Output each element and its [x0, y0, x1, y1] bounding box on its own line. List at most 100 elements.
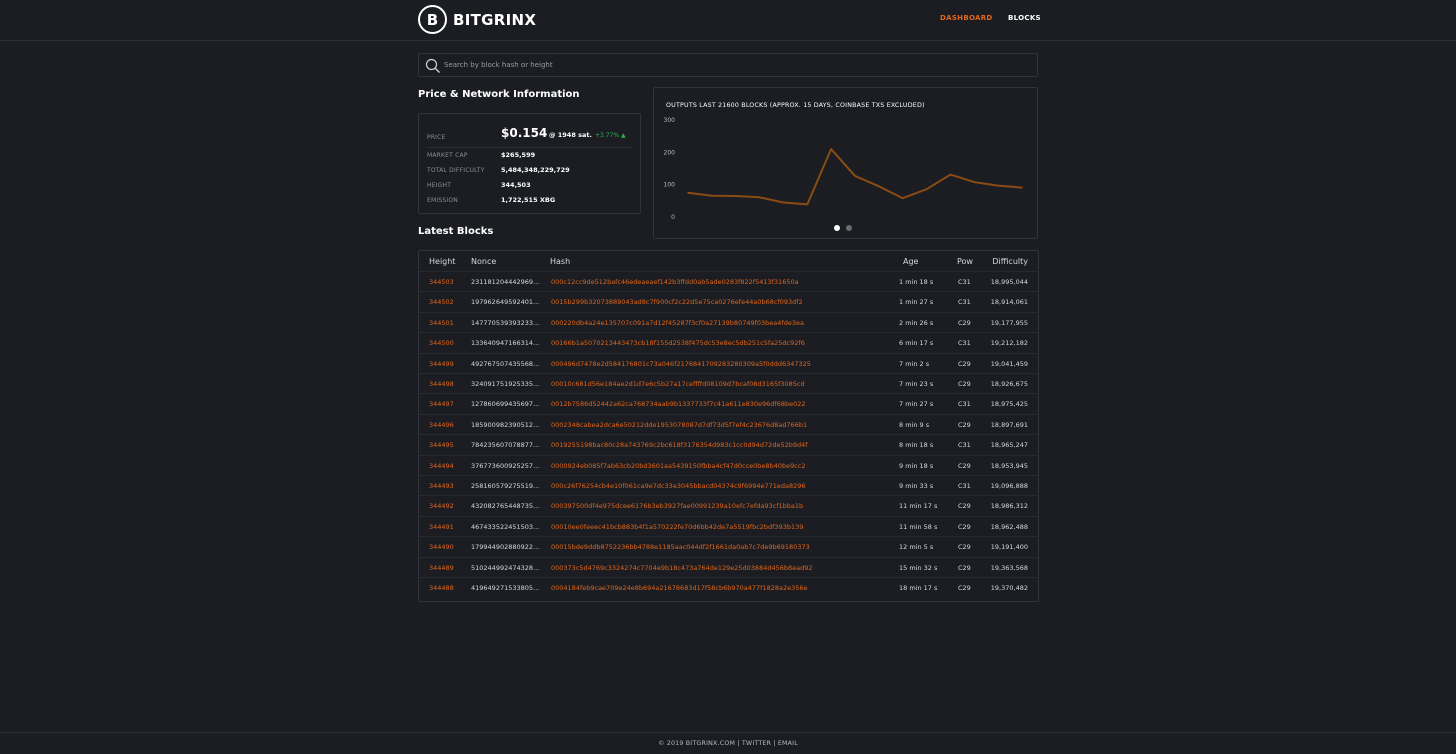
block-nonce: 324091751925335...	[471, 380, 540, 388]
block-hash-link[interactable]: 00010ee0feeec41bcb883b4f1a570222fe70d6bb…	[551, 522, 804, 531]
block-hash-link[interactable]: 00010c681d56e184ae2d1d7e6c5b27a17ceffffd…	[551, 380, 805, 388]
block-height-link[interactable]: 344496	[429, 420, 454, 429]
search-input[interactable]	[444, 54, 1024, 76]
block-age: 9 min 18 s	[899, 461, 934, 470]
block-height-link[interactable]: 344502	[429, 298, 454, 307]
height-row: HEIGHT 344,503	[427, 180, 633, 192]
block-height-link[interactable]: 344501	[429, 318, 454, 327]
block-height-link[interactable]: 344488	[429, 584, 454, 592]
data-point	[901, 197, 904, 200]
block-height-link[interactable]: 344497	[429, 400, 454, 409]
block-nonce: 133640947166314...	[471, 339, 540, 348]
block-age: 9 min 33 s	[899, 482, 934, 490]
table-row[interactable]: 344502 197962649592401... 0015b299b3207388…	[419, 291, 1038, 311]
market-cap-label: MARKET CAP	[427, 152, 468, 159]
table-row[interactable]: 344490 179944902880922... 00015bde9ddb8752…	[419, 536, 1038, 556]
block-difficulty: 19,191,400	[990, 543, 1028, 552]
block-height-link[interactable]: 344490	[429, 543, 454, 552]
search-bar[interactable]	[418, 53, 1038, 77]
block-pow: C31	[958, 482, 971, 490]
table-row[interactable]: 344493 258160579275519... 000c26f76254cb4e…	[419, 475, 1038, 495]
carousel-dot[interactable]	[846, 225, 852, 231]
emission-label: EMISSION	[427, 197, 458, 204]
block-height-link[interactable]: 344500	[429, 339, 454, 348]
table-row[interactable]: 344491 467433522451503... 00010ee0feeec41b…	[419, 515, 1038, 536]
col-header-nonce: Nonce	[471, 257, 497, 266]
block-difficulty: 18,962,488	[990, 522, 1028, 531]
table-row[interactable]: 344495 784235607078877... 0019255198bac80c…	[419, 434, 1038, 454]
block-age: 1 min 27 s	[899, 298, 934, 307]
block-age: 6 min 17 s	[899, 339, 934, 348]
market-cap-value: $265,599	[501, 151, 536, 159]
block-height-link[interactable]: 344492	[429, 502, 454, 511]
y-tick-label: 0	[671, 214, 675, 221]
block-hash-link[interactable]: 000c12cc9de512bafc46edeaeaef142b3ffdd0ab…	[551, 278, 799, 286]
block-hash-link[interactable]: 000397500df4e975dcee6176b3eb3927fae00991…	[551, 502, 804, 511]
block-age: 8 min 18 s	[899, 441, 934, 450]
y-tick-label: 200	[664, 149, 676, 156]
block-hash-link[interactable]: 0019255198bac80c28a743769c2bc618f3176354…	[551, 441, 808, 450]
col-header-height: Height	[429, 257, 456, 266]
block-age: 1 min 18 s	[899, 278, 934, 286]
col-header-hash: Hash	[550, 257, 571, 266]
data-point	[1021, 186, 1023, 189]
table-row[interactable]: 344492 432082765448735... 000397500df4e975…	[419, 495, 1038, 515]
block-nonce: 127860699435697...	[471, 400, 540, 409]
block-height-link[interactable]: 344491	[429, 522, 454, 531]
block-difficulty: 19,041,459	[990, 359, 1028, 368]
table-row[interactable]: 344499 492767507435568... 000496d7478e2d58…	[419, 352, 1038, 373]
block-hash-link[interactable]: 000373c5d4769c3324274c7704e9b18c473a764d…	[551, 563, 813, 572]
block-height-link[interactable]: 344495	[429, 441, 454, 450]
block-age: 8 min 9 s	[899, 420, 930, 429]
block-hash-link[interactable]: 0000924eb085f7ab63cb20bd3601aa5439150fbb…	[551, 461, 806, 470]
footer-text: © 2019 BITGRINX.COM | TWITTER | EMAIL	[658, 740, 798, 747]
table-row[interactable]: 344503 231181204442969... 000c12cc9de512ba…	[419, 271, 1038, 291]
logo-icon: B	[418, 5, 447, 34]
table-row[interactable]: 344494 376773600925257... 0000924eb085f7ab…	[419, 454, 1038, 475]
search-icon	[425, 58, 440, 73]
block-hash-link[interactable]: 00166b1a5070213443473cb18f155d2538f475dc…	[551, 339, 805, 348]
block-hash-link[interactable]: 000220db4a24e135707c091a7d12f45287f3cf0a…	[551, 318, 804, 327]
emission-row: EMISSION 1,722,515 XBG	[427, 195, 633, 207]
carousel-dot-active[interactable]	[834, 225, 840, 231]
block-nonce: 258160579275519...	[471, 482, 540, 490]
block-hash-link[interactable]: 0015b299b32073889043ad8c7f900cf2c22d5e75…	[551, 298, 803, 307]
block-nonce: 231181204442969...	[471, 278, 540, 286]
table-row[interactable]: 344496 185900982390512... 0002348cabea2dca…	[419, 413, 1038, 434]
block-pow: C29	[958, 461, 971, 470]
block-age: 15 min 32 s	[899, 563, 938, 572]
brand-logo[interactable]: B BITGRINX	[418, 5, 536, 34]
table-row[interactable]: 344498 324091751925335... 00010c681d56e184…	[419, 373, 1038, 393]
block-height-link[interactable]: 344503	[429, 278, 454, 286]
block-hash-link[interactable]: 0012b7586d52442a62ca768734aab9b1337733f7…	[551, 400, 806, 409]
height-label: HEIGHT	[427, 182, 452, 189]
col-header-age: Age	[903, 257, 919, 266]
block-height-link[interactable]: 344489	[429, 563, 454, 572]
table-row[interactable]: 344501 147770539393233... 000220db4a24e135…	[419, 311, 1038, 332]
block-difficulty: 19,096,888	[990, 482, 1028, 490]
block-pow: C29	[958, 522, 971, 531]
market-cap-row: MARKET CAP $265,599	[427, 150, 633, 162]
data-point	[711, 194, 713, 197]
block-height-link[interactable]: 344498	[429, 380, 454, 388]
block-height-link[interactable]: 344494	[429, 461, 454, 470]
block-nonce: 376773600925257...	[471, 461, 540, 470]
block-hash-link[interactable]: 0004184feb9cae709e24e8b694a21678683d17f5…	[551, 584, 808, 592]
series-line	[687, 148, 1023, 206]
data-point	[925, 188, 928, 190]
nav-dashboard-link[interactable]: DASHBOARD	[940, 14, 993, 22]
table-row[interactable]: 344488 419649271533805... 0004184feb9cae70…	[419, 577, 1038, 597]
nav-blocks-link[interactable]: BLOCKS	[1008, 14, 1041, 22]
block-hash-link[interactable]: 000c26f76254cb4e10f061ca9e7dc33e3045bbac…	[551, 482, 806, 490]
block-difficulty: 18,914,061	[990, 298, 1028, 307]
table-row[interactable]: 344489 510244992474328... 000373c5d4769c33…	[419, 556, 1038, 577]
table-row[interactable]: 344497 127860699435697... 0012b7586d52442a…	[419, 393, 1038, 413]
block-hash-link[interactable]: 000496d7478e2d584176801c73a046f217684170…	[551, 359, 811, 368]
block-hash-link[interactable]: 0002348cabea2dca6e50212dde1953078087d7df…	[551, 420, 808, 429]
latest-blocks-table: Height Nonce Hash Age Pow Difficulty 344…	[418, 250, 1039, 602]
table-row[interactable]: 344500 133640947166314... 00166b1a50702134…	[419, 332, 1038, 352]
block-height-link[interactable]: 344493	[429, 482, 454, 490]
block-hash-link[interactable]: 00015bde9ddb8752236bb4788e1185aac044df2f…	[551, 543, 810, 552]
block-height-link[interactable]: 344499	[429, 359, 454, 368]
price-info-card: PRICE $0.154 @ 1948 sat. +3.77% ▲ MARKET…	[418, 113, 641, 214]
